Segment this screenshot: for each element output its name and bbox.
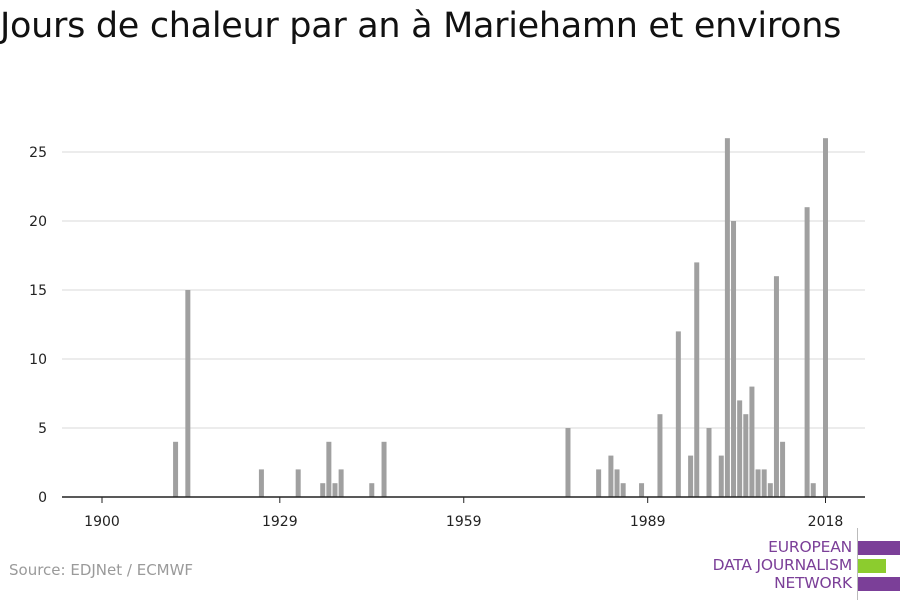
bar-2004 [737, 400, 743, 497]
bar-1976 [565, 428, 571, 497]
bar-1985 [620, 483, 626, 497]
bar-1912 [173, 441, 179, 497]
bar-1983 [608, 455, 614, 497]
bar-1997 [694, 262, 700, 497]
logo-line-1: EUROPEAN [768, 538, 852, 556]
y-tick-label-20: 20 [29, 214, 47, 230]
bars [173, 138, 828, 497]
bar-1984 [614, 469, 620, 497]
x-tick-label-2018: 2018 [808, 514, 844, 530]
bar-2016 [810, 483, 816, 497]
x-tick-label-1929: 1929 [262, 514, 298, 530]
y-axis-labels: 0 5 10 15 20 25 [29, 145, 47, 506]
bar-1991 [657, 414, 663, 497]
x-axis-labels: 1900 1929 1959 1989 2018 [84, 514, 843, 530]
x-tick-label-1900: 1900 [84, 514, 120, 530]
bar-2009 [767, 483, 773, 497]
bar-1932 [295, 469, 301, 497]
bar-2010 [773, 276, 779, 497]
axes [62, 496, 865, 503]
logo-divider [857, 528, 858, 600]
chart-title: Jours de chaleur par an à Mariehamn et e… [0, 6, 842, 46]
y-tick-label-0: 0 [38, 490, 47, 506]
bar-2018 [823, 138, 828, 497]
bar-1926 [258, 469, 264, 497]
x-tick-label-1959: 1959 [446, 514, 482, 530]
y-tick-label-5: 5 [38, 421, 47, 437]
logo-bar-purple-top [858, 541, 900, 555]
y-tick-label-10: 10 [29, 352, 47, 368]
source-note: Source: EDJNet / ECMWF [9, 561, 194, 579]
bar-2015 [804, 207, 810, 497]
y-tick-label-25: 25 [29, 145, 47, 161]
bar-chart: 0 5 10 15 20 25 1900 1929 1959 1989 2018 [29, 138, 865, 530]
bar-2008 [761, 469, 767, 497]
logo-bar-green [858, 559, 886, 573]
logo-line-3: NETWORK [774, 574, 852, 592]
bar-2001 [718, 455, 724, 497]
x-tick-label-1989: 1989 [630, 514, 666, 530]
logo-bar-purple-bottom [858, 577, 900, 591]
bar-1999 [706, 428, 712, 497]
edjnet-logo[interactable]: EUROPEAN DATA JOURNALISM NETWORK [700, 528, 900, 600]
bar-2007 [755, 469, 761, 497]
logo-line-2: DATA JOURNALISM [712, 556, 853, 574]
bar-1988 [639, 483, 645, 497]
bar-2002 [724, 138, 730, 497]
bar-1937 [326, 441, 332, 497]
bar-1914 [185, 290, 191, 497]
bar-1946 [381, 441, 387, 497]
bar-1944 [369, 483, 375, 497]
y-tick-label-15: 15 [29, 283, 47, 299]
grid-lines [62, 151, 865, 429]
bar-1996 [688, 455, 694, 497]
bar-2005 [743, 414, 749, 497]
bar-1981 [596, 469, 602, 497]
bar-1994 [675, 331, 681, 497]
bar-1939 [338, 469, 344, 497]
bar-2011 [780, 441, 786, 497]
bar-2003 [731, 221, 737, 497]
bar-1936 [320, 483, 326, 497]
bar-1938 [332, 483, 338, 497]
bar-2006 [749, 386, 755, 497]
